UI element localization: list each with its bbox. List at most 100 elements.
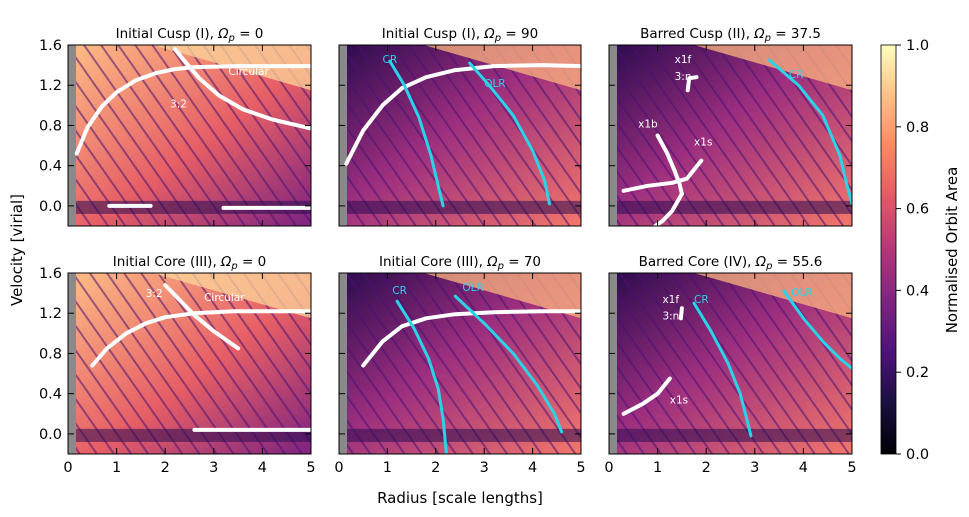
- x-tick-label: 0: [63, 460, 72, 476]
- panel-frame: [338, 44, 582, 227]
- orbit-curve-resonance-3-2: [163, 283, 241, 351]
- orbit-curve-circular: [90, 309, 311, 368]
- colorbar-tick-label: 0.8: [906, 120, 929, 136]
- orbit-curve-circular: [74, 64, 311, 156]
- colorbar: 0.0 0.2 0.4 0.6 0.8 1.0 Normalised Orbit Area: [880, 38, 961, 463]
- panel-frame: [67, 44, 312, 227]
- x-tick-label: 5: [576, 460, 585, 476]
- heatmap-low-band: [339, 428, 581, 442]
- annotation-label: x1s: [670, 395, 688, 407]
- y-tick-label: 0.0: [39, 199, 62, 215]
- panel-title: Barred Cusp (II), Ωp = 37.5: [640, 26, 821, 44]
- panel-frame: [67, 272, 312, 455]
- resonance-olr-curve: [782, 289, 852, 370]
- resonance-olr-curve: [468, 61, 551, 206]
- heatmap-saturated-region: [694, 273, 852, 319]
- panel-5: CR OLR Initial Core (III), Ωp = 70 0 1 2 3 4 5: [334, 254, 585, 476]
- orbit-curve-x1b-lower: [653, 191, 684, 226]
- x-axis-label: Radius [scale lengths]: [377, 489, 543, 507]
- x-tick-label: 2: [161, 460, 170, 476]
- annotation-label: Circular: [204, 292, 245, 304]
- colorbar-tick-label: 0.6: [906, 202, 929, 218]
- y-tick-label: 1.6: [39, 266, 62, 282]
- heatmap-area: [609, 273, 852, 454]
- panel-title: Initial Cusp (I), Ωp = 90: [382, 26, 538, 44]
- masked-strip: [609, 273, 617, 454]
- y-axis-label: Velocity [virial]: [8, 194, 26, 306]
- colorbar-tick-label: 1.0: [906, 38, 929, 54]
- y-tick-label: 0.4: [39, 387, 62, 403]
- annotation-label: x1f: [662, 294, 679, 306]
- x-tick-label: 1: [653, 460, 662, 476]
- heatmap-low-band: [609, 428, 852, 442]
- heatmap-area: [339, 273, 581, 454]
- panel-frame: [608, 272, 853, 455]
- annotation-label: Circular: [228, 66, 269, 78]
- orbit-curve-resonance-3-2: [172, 47, 311, 131]
- panel-frame: [608, 44, 853, 227]
- panel-2: CR OLR Initial Cusp (I), Ωp = 90: [338, 26, 582, 227]
- x-tick-label: 2: [431, 460, 440, 476]
- y-tick-label: 0.0: [39, 427, 62, 443]
- annotation-label: 3:2: [170, 98, 187, 110]
- y-tick-label: 0.8: [39, 118, 62, 134]
- y-tick-label: 0.8: [39, 346, 62, 362]
- x-tick-label: 3: [750, 460, 759, 476]
- x-tick-label: 0: [604, 460, 613, 476]
- panel-title: Initial Cusp (I), Ωp = 0: [116, 26, 264, 44]
- heatmap-low-band: [339, 200, 581, 214]
- annotation-label: CR: [383, 54, 398, 66]
- x-tick-label: 3: [480, 460, 489, 476]
- heatmap-low-band: [68, 428, 311, 442]
- heatmap-area: [68, 273, 311, 454]
- heatmap-low-band: [609, 200, 852, 214]
- masked-strip: [68, 45, 76, 226]
- x-tick-label: 3: [209, 460, 218, 476]
- annotation-label: x1s: [694, 137, 712, 149]
- heatmap-saturated-region: [153, 45, 311, 91]
- annotation-label: CR: [694, 294, 709, 306]
- panel-4: 3:2 Circular Initial Core (III), Ωp = 0 0 1 2…: [39, 254, 316, 476]
- orbit-curve-x1s: [621, 376, 672, 416]
- colorbar-tick-label: 0.0: [906, 447, 929, 463]
- panel-frame: [338, 272, 582, 455]
- heatmap-saturated-region: [423, 273, 581, 319]
- x-tick-label: 1: [383, 460, 392, 476]
- resonance-cr-curve: [692, 301, 753, 438]
- orbit-curve-x1b: [655, 133, 684, 196]
- orbit-curve-circular: [361, 309, 581, 368]
- annotation-label: x1b: [638, 118, 658, 130]
- colorbar-gradient: [880, 44, 897, 455]
- annotation-label: 3:n: [662, 310, 679, 322]
- annotation-label: OLR: [484, 78, 505, 90]
- panel-title: Barred Core (IV), Ωp = 55.6: [639, 254, 823, 272]
- orbit-curve-x1f: [678, 306, 684, 321]
- orbit-curve-x1s: [621, 158, 704, 193]
- colorbar-label: Normalised Orbit Area: [943, 167, 961, 334]
- y-tick-label: 1.2: [39, 306, 62, 322]
- annotation-label: OLR: [462, 282, 483, 294]
- y-tick-label: 0.4: [39, 159, 62, 175]
- panel-6: x1f 3:n CR OLR x1s Barred Core (IV), Ωp = 55.…: [604, 254, 856, 476]
- orbit-curve-circular: [344, 63, 581, 166]
- x-tick-label: 5: [306, 460, 315, 476]
- panel-grid: Circular 3:2 Initial Cusp (I), Ωp = 0 0.0 0.…: [39, 26, 857, 476]
- colorbar-tick-label: 0.2: [906, 365, 929, 381]
- resonance-cr-curve: [767, 58, 852, 206]
- colorbar-ticks: 0.0 0.2 0.4 0.6 0.8 1.0: [896, 38, 929, 463]
- annotation-label: CR: [789, 69, 804, 81]
- annotation-label: x1f: [675, 54, 692, 66]
- x-tick-label: 0: [334, 460, 343, 476]
- resonance-cr-curve: [395, 299, 448, 454]
- resonance-olr-curve: [453, 294, 564, 434]
- panel-3: x1f 3:n x1b x1s CR Barred Cusp (II), Ωp = 37.…: [608, 26, 853, 227]
- orbit-curve-x1f: [685, 75, 699, 93]
- y-tick-label: 1.2: [39, 78, 62, 94]
- y-tick-label: 1.6: [39, 38, 62, 54]
- panel-1: Circular 3:2 Initial Cusp (I), Ωp = 0 0.0 0.…: [39, 26, 312, 227]
- annotation-label: CR: [392, 285, 407, 297]
- colorbar-tick-label: 0.4: [906, 283, 929, 299]
- panel-title: Initial Core (III), Ωp = 70: [379, 254, 541, 272]
- heatmap-saturated-region: [153, 273, 311, 319]
